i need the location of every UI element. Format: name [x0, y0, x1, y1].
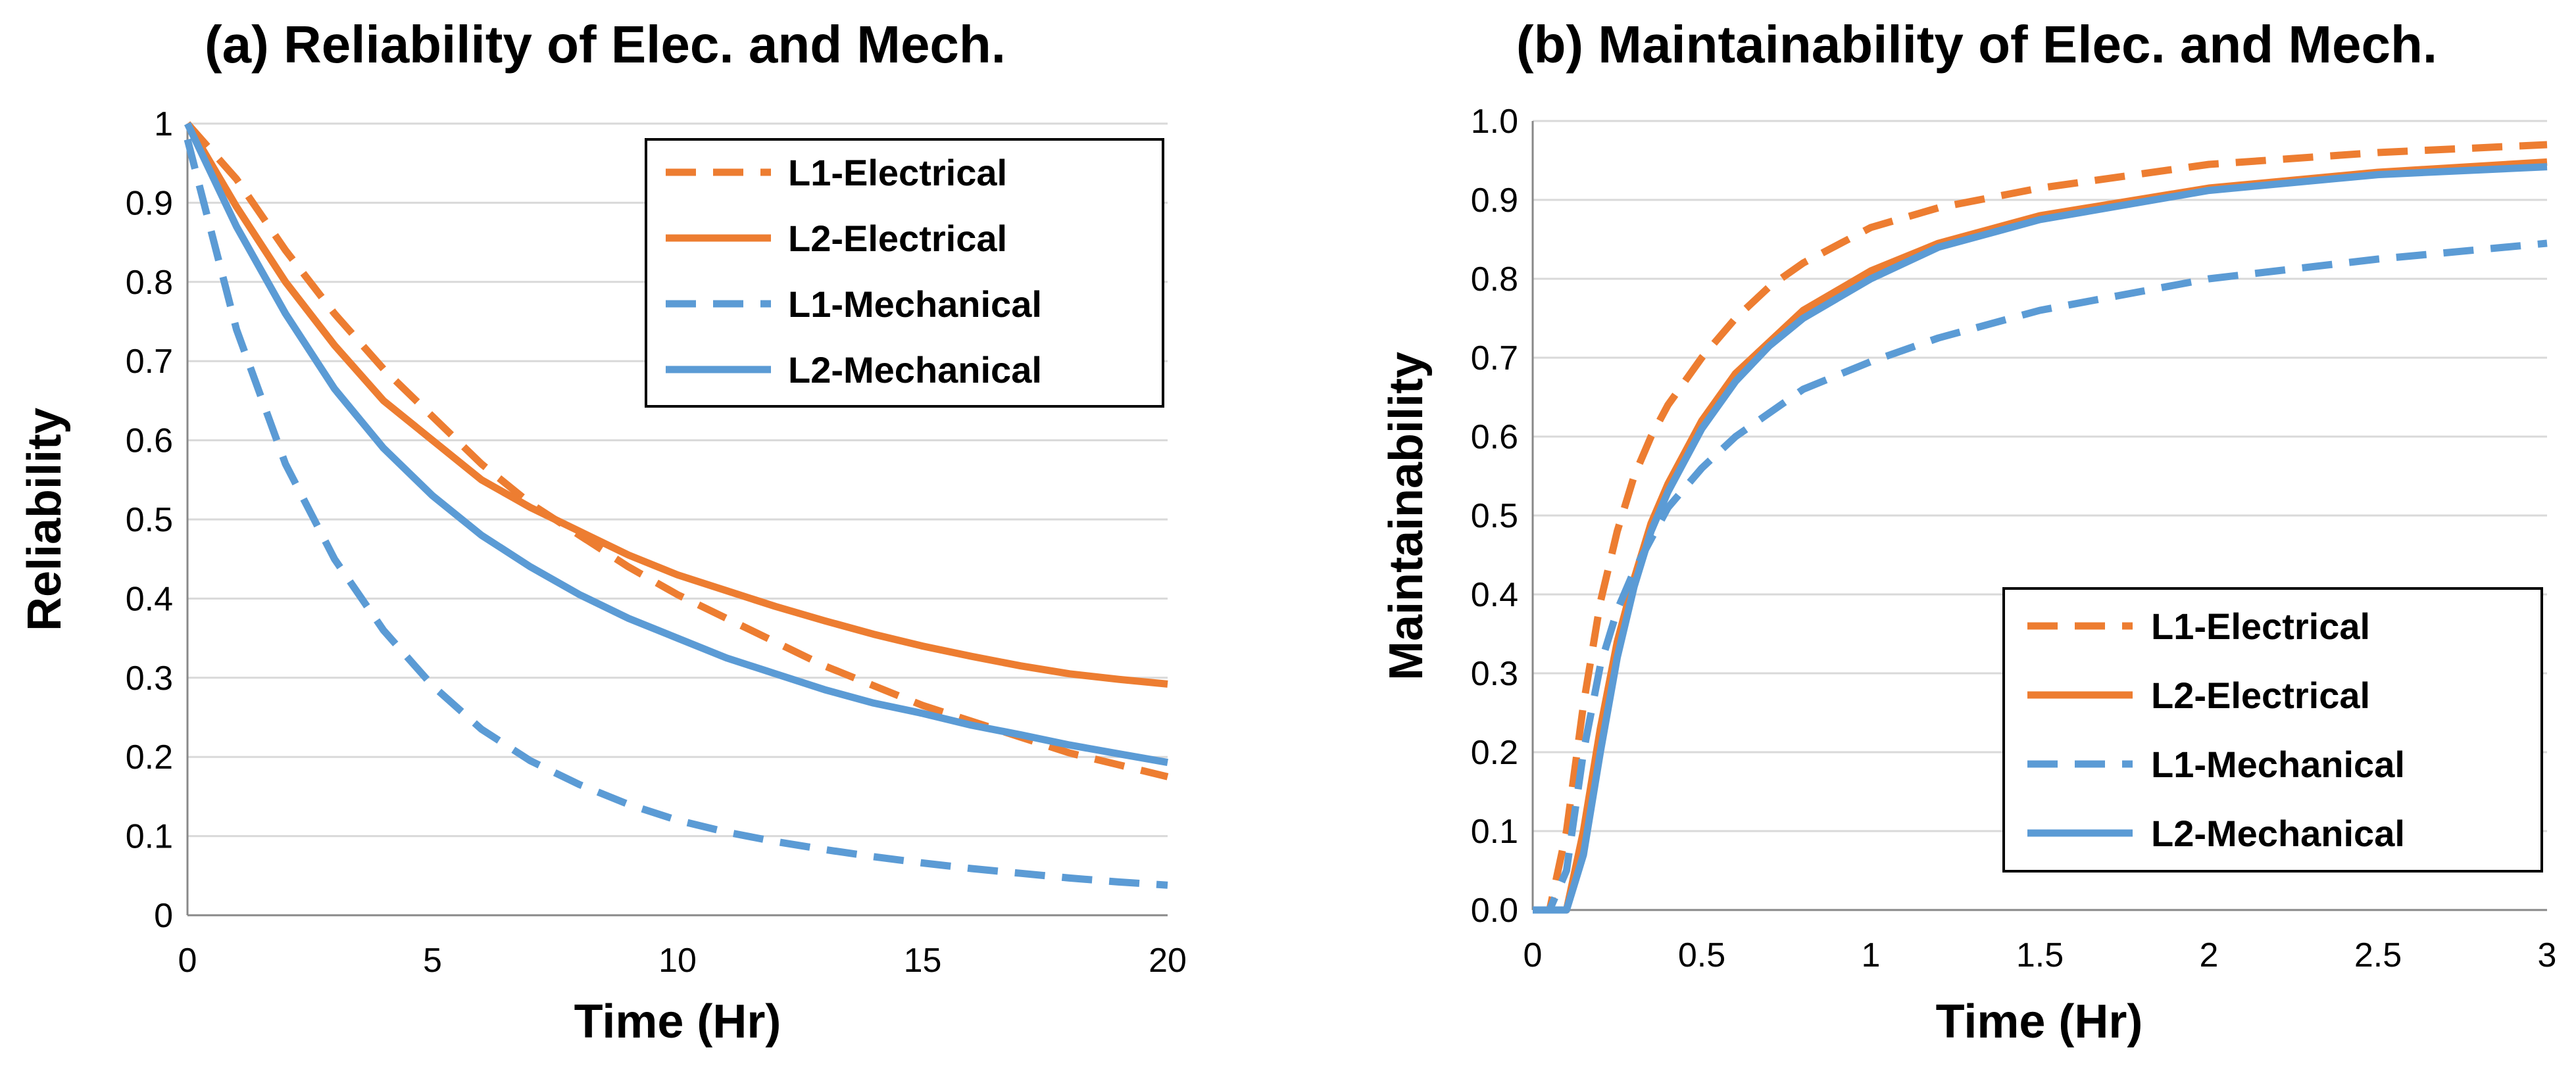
- x-tick-label: 1.5: [2016, 936, 2064, 974]
- legend-label: L2-Electrical: [788, 218, 1007, 259]
- x-tick-label: 0: [178, 942, 197, 980]
- series-lines: [184, 121, 1169, 889]
- y-tick-label: 0.2: [1471, 734, 1518, 772]
- y-tick-label: 1: [154, 105, 173, 143]
- series-line-l2-mechanical: [184, 122, 1168, 767]
- x-tick-labels: 0 5 10 15 20: [178, 942, 1187, 980]
- x-tick-label: 5: [423, 942, 442, 980]
- x-tick-label: 3: [2538, 936, 2557, 974]
- x-tick-label: 2: [2200, 936, 2219, 974]
- legend-label: L2-Mechanical: [2151, 813, 2405, 854]
- reliability-chart: (a) Reliability of Elec. and Mech. 00.10…: [18, 15, 1187, 1048]
- legend: L1-Electrical L2-Electrical L1-Mechanical L…: [2002, 587, 2543, 873]
- series-line-l2-electrical: [1533, 158, 2548, 914]
- y-tick-label: 0.9: [1471, 181, 1518, 220]
- y-axis-label: Maintainability: [1380, 352, 1433, 681]
- y-tick-label: 0.0: [1471, 892, 1518, 930]
- legend-label: L1-Electrical: [788, 152, 1007, 193]
- y-tick-labels: 0 0.1 0.2 0.3 0.4 0.5 0.6 0.7 0.8 0.9 1: [126, 105, 173, 935]
- x-tick-labels: 0 0.5 1 1.5 2 2.5 3: [1523, 936, 2557, 974]
- y-tick-label: 0.5: [1471, 497, 1518, 535]
- y-tick-label: 0.8: [126, 264, 173, 302]
- y-tick-label: 0.3: [1471, 655, 1518, 693]
- y-tick-labels: 0.0 0.1 0.2 0.3 0.4 0.5 0.6 0.7 0.8 0.9 1.0: [1471, 103, 1518, 930]
- y-tick-label: 0.6: [1471, 418, 1518, 456]
- y-tick-label: 0.2: [126, 738, 173, 777]
- y-axis-label: Reliability: [18, 408, 71, 631]
- legend-box: [645, 138, 1164, 408]
- y-tick-label: 0.5: [126, 501, 173, 539]
- y-tick-label: 0.4: [1471, 576, 1518, 614]
- legend-label: L2-Mechanical: [788, 349, 1042, 391]
- y-tick-label: 0: [154, 897, 173, 935]
- series-line-l2-electrical: [184, 122, 1168, 688]
- y-tick-label: 1.0: [1471, 103, 1518, 141]
- y-tick-label: 0.8: [1471, 260, 1518, 299]
- series-line-l1-mechanical: [1533, 239, 2548, 914]
- chart-title: (b) Maintainability of Elec. and Mech.: [1516, 15, 2437, 74]
- legend-label: L1-Electrical: [2151, 606, 2370, 647]
- y-tick-label: 0.9: [126, 184, 173, 222]
- series-line-l2-mechanical: [1533, 163, 2548, 914]
- x-axis-label: Time (Hr): [1936, 995, 2143, 1048]
- legend-label: L2-Electrical: [2151, 675, 2370, 716]
- series-lines: [1533, 141, 2548, 914]
- y-tick-label: 0.1: [1471, 813, 1518, 851]
- x-tick-label: 10: [658, 942, 697, 980]
- maintainability-chart: (b) Maintainability of Elec. and Mech. 0…: [1380, 15, 2556, 1048]
- chart-title: (a) Reliability of Elec. and Mech.: [205, 15, 1006, 74]
- x-tick-label: 15: [904, 942, 942, 980]
- legend: L1-Electrical L2-Electrical L1-Mechanical L…: [645, 138, 1164, 408]
- x-tick-label: 0.5: [1678, 936, 1725, 974]
- x-axis-label: Time (Hr): [574, 995, 781, 1048]
- y-tick-label: 0.6: [126, 422, 173, 460]
- y-tick-label: 0.7: [1471, 339, 1518, 377]
- y-tick-label: 0.3: [126, 659, 173, 698]
- series-line-l1-mechanical: [184, 138, 1168, 889]
- x-tick-label: 2.5: [2354, 936, 2402, 974]
- y-tick-label: 0.1: [126, 818, 173, 856]
- legend-box: [2002, 587, 2543, 873]
- y-tick-label: 0.4: [126, 580, 173, 618]
- legend-label: L1-Mechanical: [2151, 744, 2405, 785]
- y-tick-label: 0.7: [126, 343, 173, 381]
- series-line-l1-electrical: [1533, 141, 2548, 914]
- x-tick-label: 0: [1523, 936, 1543, 974]
- x-tick-label: 1: [1862, 936, 1881, 974]
- x-tick-label: 20: [1149, 942, 1187, 980]
- legend-label: L1-Mechanical: [788, 283, 1042, 325]
